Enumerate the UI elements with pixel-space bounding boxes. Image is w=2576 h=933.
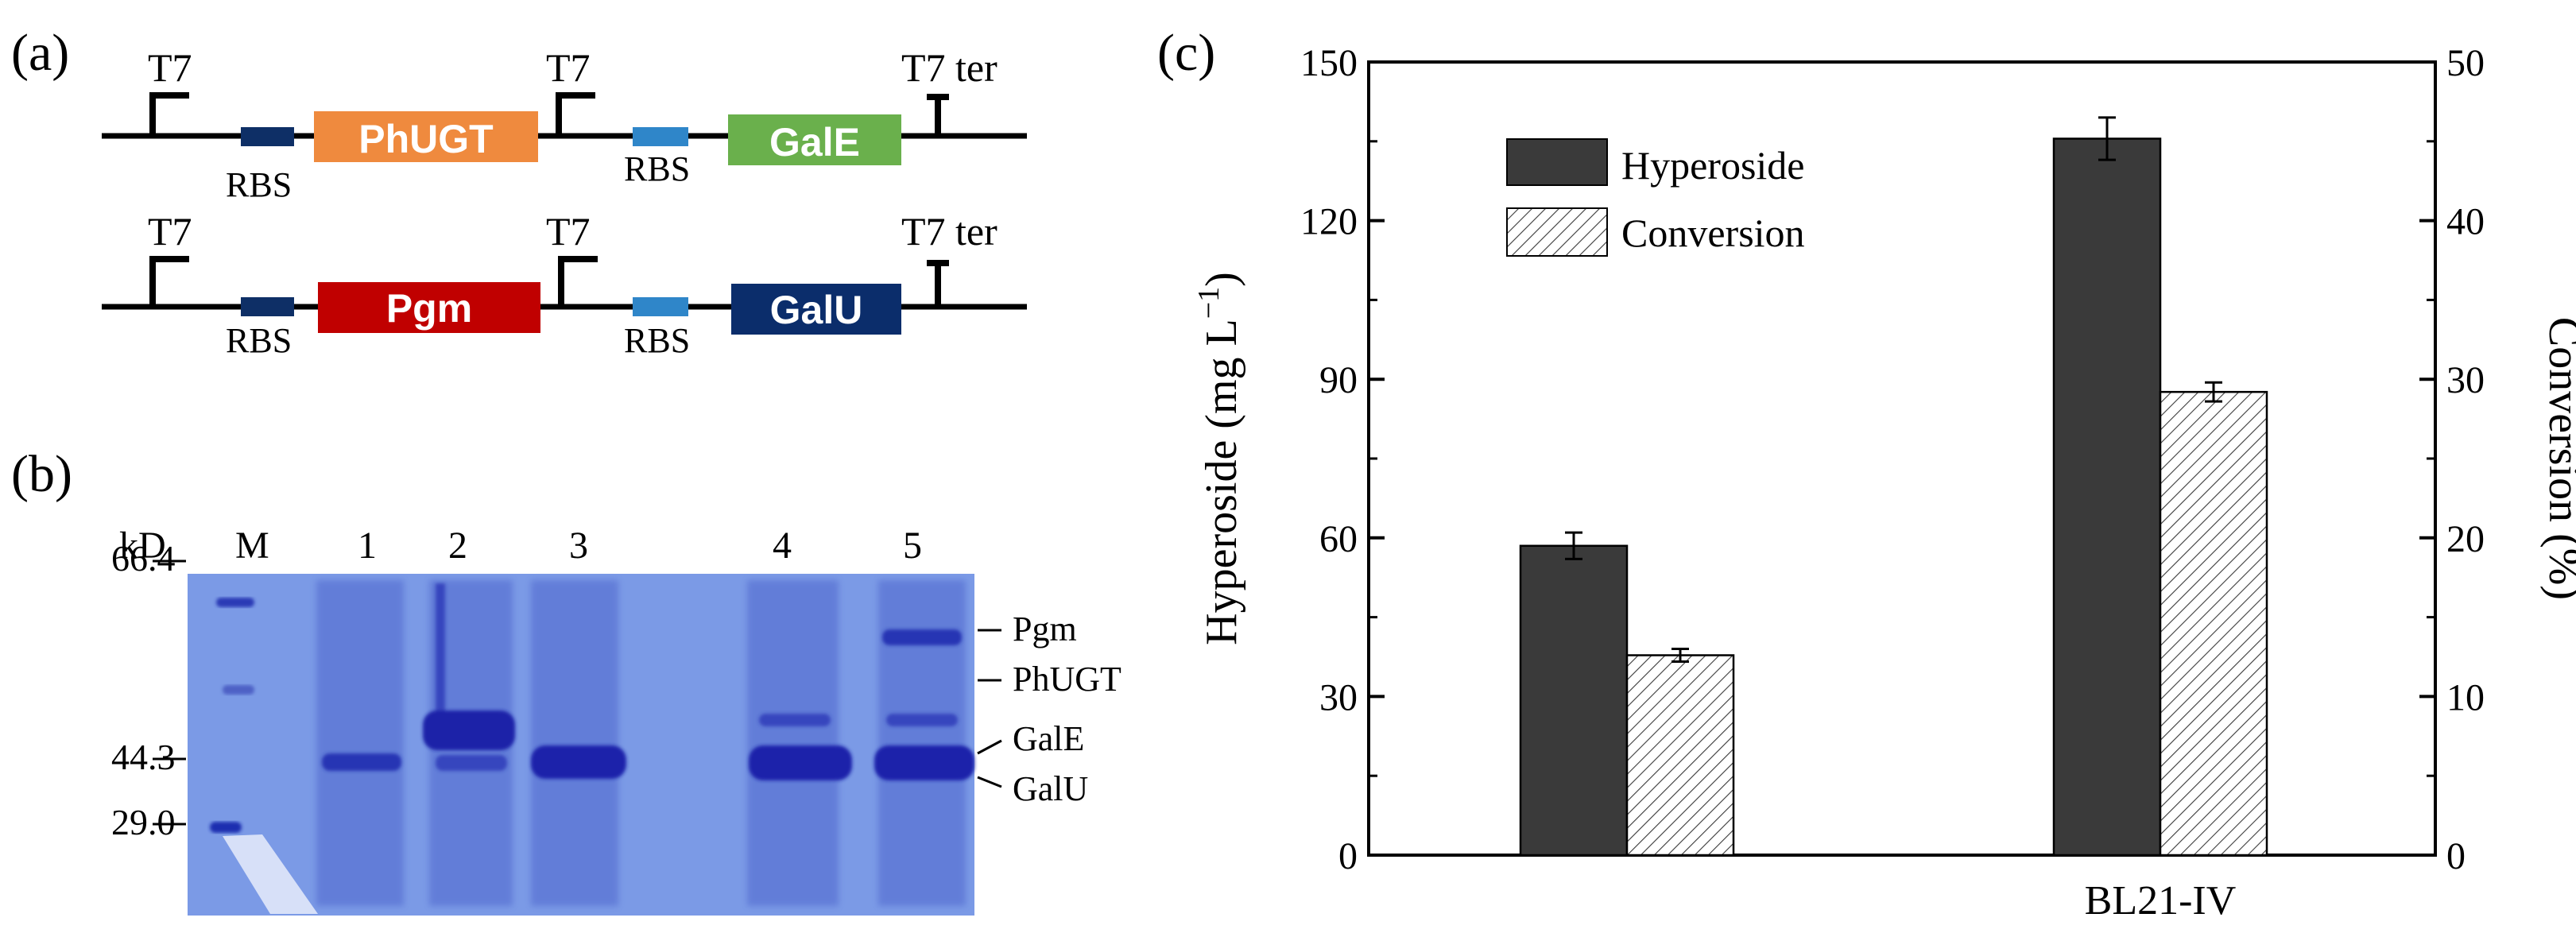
construct-2-gene-2: GalU (770, 288, 863, 332)
y-right-tick-label-2: 20 (2446, 518, 2485, 560)
band-label-pgm: Pgm (1013, 610, 1077, 648)
band-galu-leader (977, 776, 1002, 788)
legend-label-hyperoside: Hyperoside (1621, 143, 1805, 188)
rbs-2-symbol (633, 127, 688, 146)
band-label-galu: GalU (1013, 769, 1088, 808)
terminator-1-symbol (927, 94, 949, 136)
y-axis-title-right: Conversion (%) (2539, 317, 2576, 600)
construct-2-gene-1: Pgm (386, 286, 472, 331)
y-axis-left: 0 30 60 90 120 150 (1300, 42, 1385, 877)
construct-2-promoter-2: T7 (546, 209, 591, 254)
construct-2-terminator: T7 ter (901, 209, 997, 254)
gel-marker-bands (210, 598, 318, 914)
construct-1-promoter-1: T7 (148, 45, 192, 90)
y-left-tick-label-5: 150 (1300, 42, 1358, 84)
panel-b-label: (b) (11, 445, 72, 503)
gene-phugt-box (314, 111, 538, 162)
band-label-phugt: PhUGT (1013, 660, 1121, 699)
x-axis: BL21-IV (2085, 878, 2237, 923)
construct-1-promoter-2: T7 (546, 45, 591, 90)
legend-label-conversion: Conversion (1621, 211, 1805, 255)
promoter-1-symbol (149, 92, 189, 136)
construct-2-rbs-2: RBS (624, 321, 690, 360)
y-axis-title-left: Hyperoside (mg L−1) (1192, 272, 1246, 645)
bar-conversion-1 (2159, 390, 2268, 857)
promoter-4-symbol (558, 256, 598, 307)
y-right-tick-label-3: 30 (2446, 359, 2485, 401)
band-label-gale: GalE (1013, 719, 1084, 758)
construct-2-rbs-1: RBS (226, 321, 292, 360)
construct-1-rbs-2: RBS (624, 149, 690, 188)
rbs-1-symbol (241, 127, 294, 146)
rbs-4-symbol (633, 297, 688, 316)
construct-1-rbs-1: RBS (226, 165, 292, 204)
y-right-tick-label-1: 10 (2446, 676, 2485, 718)
gel-lane-3: 3 (569, 525, 588, 567)
y-right-tick-label-4: 40 (2446, 201, 2485, 243)
panel-c: (c) 0 30 60 90 120 150 0 10 20 30 40 50 BL21-IV Hy… (1157, 24, 2576, 923)
legend-swatch-conversion (1506, 207, 1608, 257)
y-left-tick-label-1: 30 (1319, 676, 1358, 718)
panel-c-label: (c) (1157, 24, 1215, 82)
bar-series (1519, 116, 2268, 857)
gel-protein-bands (322, 583, 974, 780)
bar-hyperoside-1 (2052, 137, 2162, 857)
construct-2: T7 RBS Pgm T7 RBS GalU T7 ter (102, 209, 1027, 360)
construct-1-gene-2: GalE (769, 120, 860, 165)
gel-marker-29: 29.0 (111, 802, 176, 842)
panel-b: (b) kD M 1 2 3 4 5 (11, 445, 1121, 916)
panel-a-label: (a) (11, 24, 69, 82)
rbs-3-symbol (241, 297, 294, 316)
gene-galu-box (731, 284, 901, 335)
y-left-tick-label-0: 0 (1338, 835, 1358, 877)
promoter-3-symbol (149, 256, 189, 307)
y-left-tick-label-2: 60 (1319, 518, 1358, 560)
gel-lane-5: 5 (903, 525, 922, 567)
legend: Hyperoside Conversion (1506, 138, 1805, 257)
bar-hyperoside-0 (1519, 544, 1629, 857)
x-category-label-1: BL21-IV (2085, 878, 2237, 923)
legend-swatch-hyperoside (1506, 138, 1608, 186)
gel-lane-1: 1 (358, 525, 377, 567)
gene-pgm-box (318, 282, 540, 333)
gel-lane-2: 2 (448, 525, 467, 567)
gel-marker-66: 66.4 (111, 538, 176, 579)
gel-lane-m: M (235, 525, 269, 567)
gel-lane-4: 4 (773, 525, 792, 567)
bar-conversion-0 (1625, 654, 1735, 857)
gel-marker-smudge (223, 834, 318, 914)
band-gale-leader (977, 739, 1002, 755)
promoter-2-symbol (556, 92, 595, 136)
construct-1: T7 RBS PhUGT T7 RBS GalE T7 ter (102, 45, 1027, 204)
y-left-tick-label-3: 90 (1319, 359, 1358, 401)
gel-kd-label: kD (119, 525, 166, 567)
y-right-tick-label-0: 0 (2446, 835, 2466, 877)
terminator-2-symbol (927, 260, 949, 307)
panel-a: (a) T7 RBS PhUGT T7 RBS GalE T7 ter T7 R… (11, 24, 1027, 360)
gel-marker-44: 44.3 (111, 737, 176, 777)
y-axis-right: 0 10 20 30 40 50 (2419, 42, 2485, 877)
construct-2-promoter-1: T7 (148, 209, 192, 254)
construct-1-gene-1: PhUGT (358, 117, 493, 161)
construct-1-terminator: T7 ter (901, 45, 997, 90)
gene-gale-box (728, 114, 901, 165)
y-left-tick-label-4: 120 (1300, 201, 1358, 243)
y-right-tick-label-5: 50 (2446, 42, 2485, 84)
